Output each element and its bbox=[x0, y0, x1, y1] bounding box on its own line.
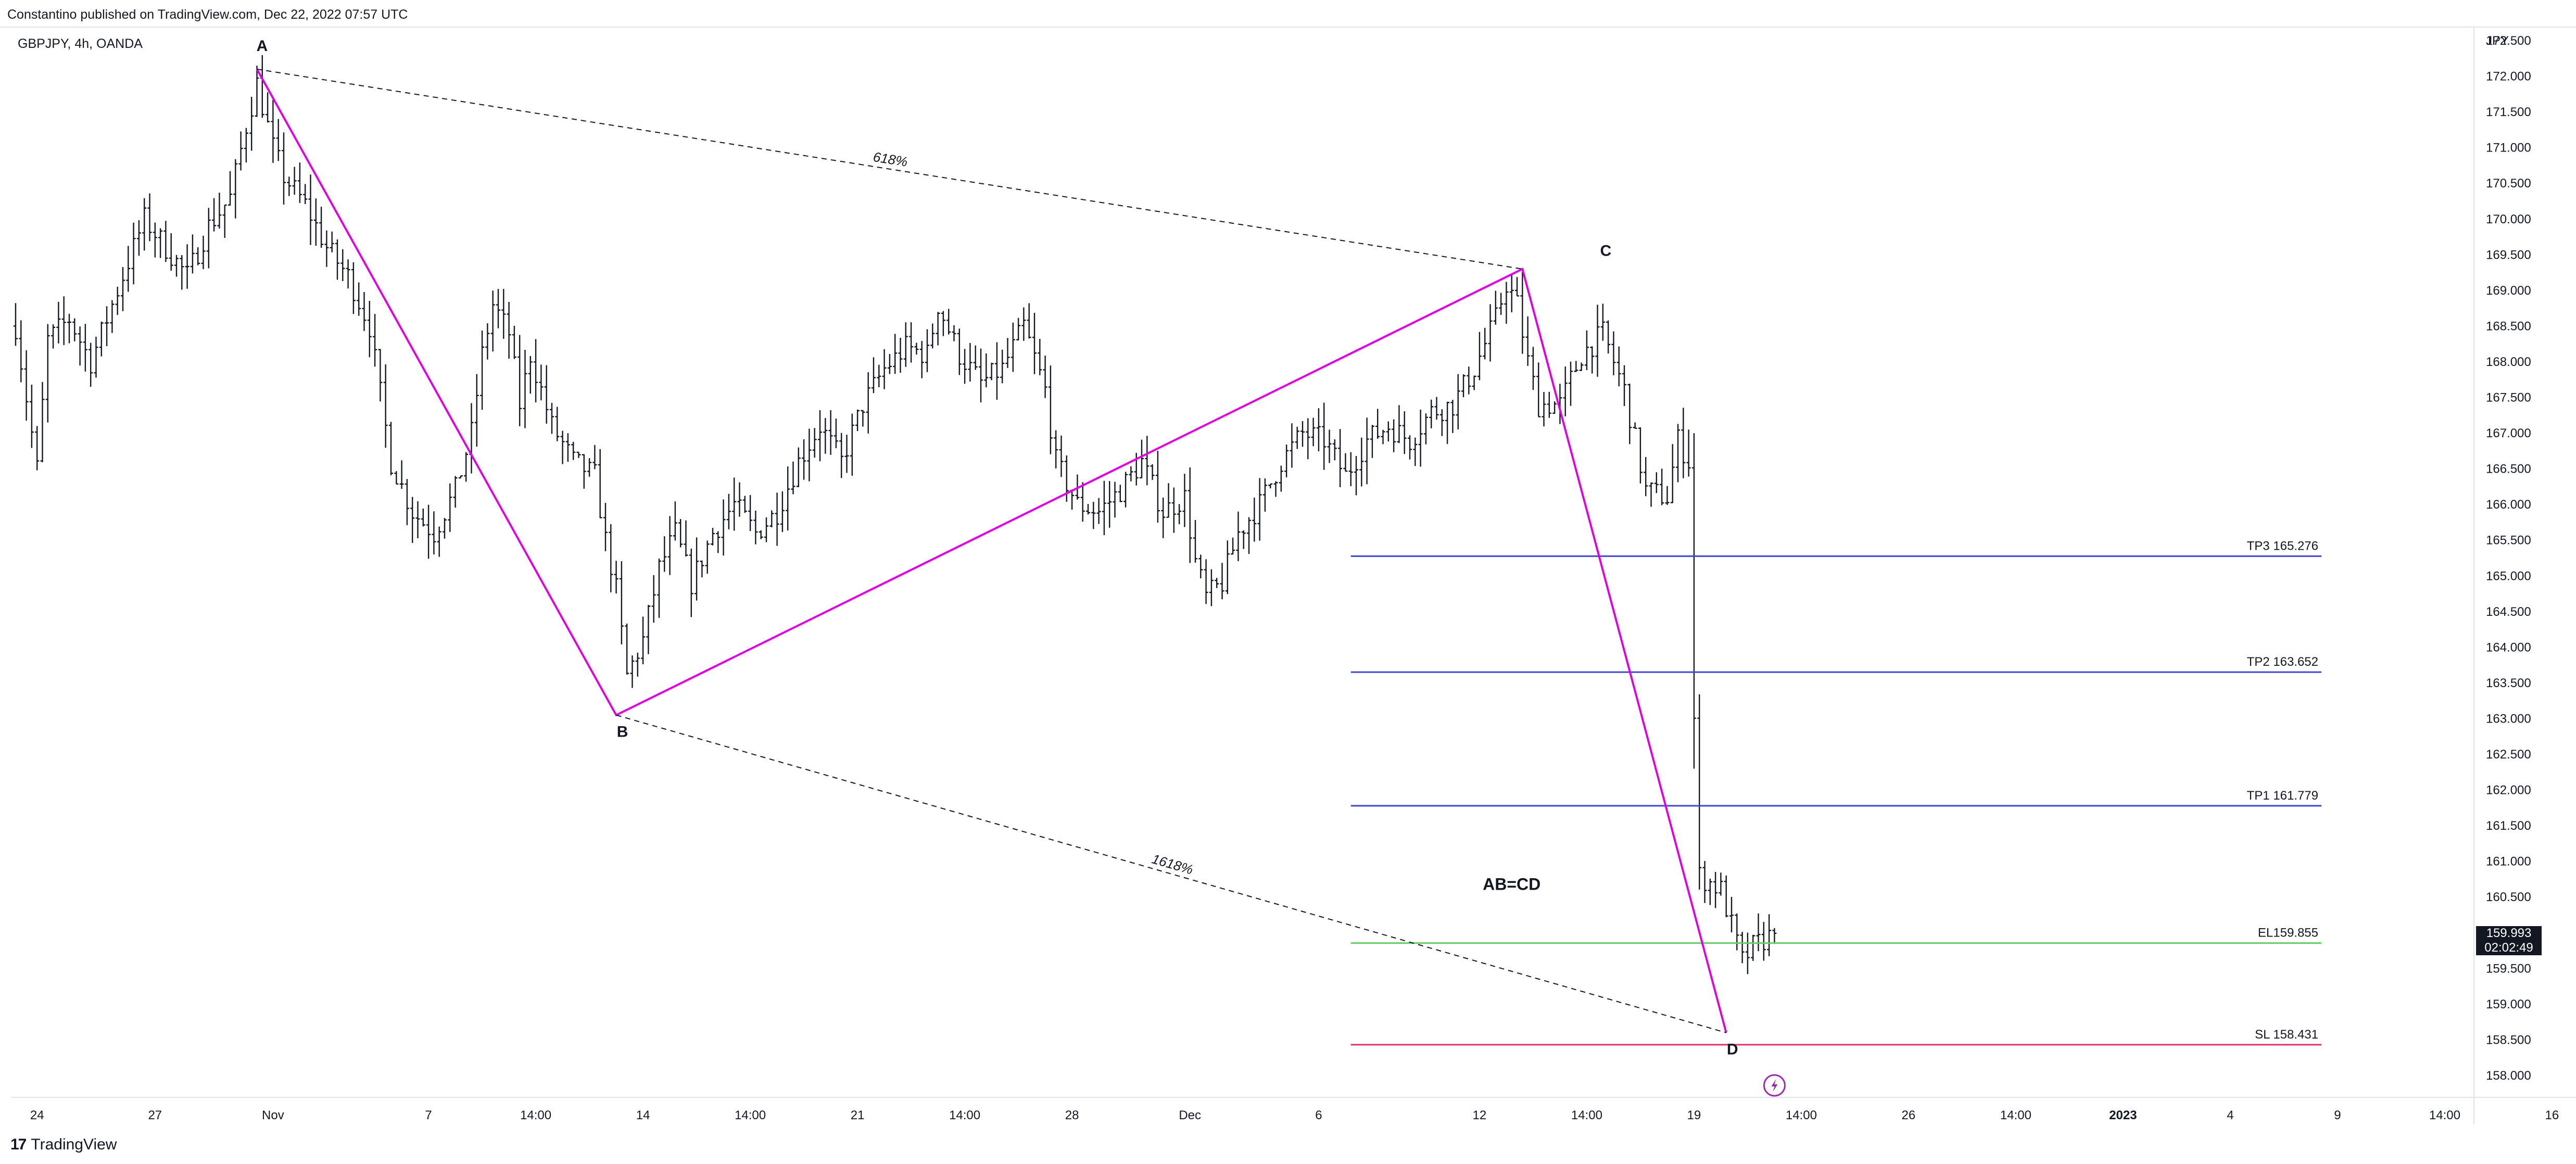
pattern-name-label: AB=CD bbox=[1483, 875, 1540, 894]
price-level-label: SL 158.431 bbox=[2255, 1028, 2318, 1042]
price-level-label: TP2 163.652 bbox=[2247, 655, 2318, 669]
current-price-tag: 159.993 02:02:49 bbox=[2476, 926, 2542, 955]
price-tick-label: 159.500 bbox=[2486, 961, 2531, 976]
point-label-a: A bbox=[257, 37, 268, 55]
current-price-value: 159.993 bbox=[2486, 926, 2532, 940]
time-tick-label: 19 bbox=[1687, 1108, 1701, 1122]
time-tick-label: 2023 bbox=[2109, 1108, 2137, 1122]
publish-info: Constantino published on TradingView.com… bbox=[7, 7, 408, 22]
time-tick-label: 14:00 bbox=[2429, 1108, 2460, 1122]
price-level-label: TP1 161.779 bbox=[2247, 789, 2318, 803]
time-tick-label: 21 bbox=[851, 1108, 865, 1122]
point-label-c: C bbox=[1600, 243, 1611, 260]
time-tick-label: 14 bbox=[636, 1108, 650, 1122]
price-tick-label: 172.000 bbox=[2486, 70, 2531, 84]
price-tick-label: 162.500 bbox=[2486, 748, 2531, 762]
lightning-icon bbox=[1771, 1079, 1778, 1092]
time-tick-label: 14:00 bbox=[949, 1108, 980, 1122]
time-tick-label: 26 bbox=[1902, 1108, 1916, 1122]
price-tick-label: 165.500 bbox=[2486, 534, 2531, 548]
price-axis-unit: JPY bbox=[2486, 34, 2509, 48]
price-tick-label: 164.500 bbox=[2486, 605, 2531, 619]
price-tick-label: 171.500 bbox=[2486, 105, 2531, 119]
price-tick-label: 166.500 bbox=[2486, 462, 2531, 476]
price-tick-label: 160.500 bbox=[2486, 890, 2531, 904]
price-tick-label: 169.000 bbox=[2486, 284, 2531, 298]
tradingview-footer[interactable]: 17 TradingView bbox=[10, 1136, 117, 1154]
price-tick-label: 158.500 bbox=[2486, 1033, 2531, 1047]
time-tick-label: 4 bbox=[2227, 1108, 2233, 1122]
ratio-label: 618% bbox=[872, 149, 908, 170]
point-label-b: B bbox=[617, 724, 628, 741]
price-tick-label: 167.000 bbox=[2486, 426, 2531, 440]
tradingview-logo-icon: 17 bbox=[10, 1136, 27, 1153]
price-level-label: EL159.855 bbox=[2258, 926, 2318, 940]
price-tick-label: 162.000 bbox=[2486, 783, 2531, 798]
price-tick-label: 170.500 bbox=[2486, 176, 2531, 191]
time-tick-label: 16 bbox=[2545, 1108, 2559, 1122]
time-tick-label: 14:00 bbox=[1786, 1108, 1817, 1122]
time-tick-label: 6 bbox=[1315, 1108, 1322, 1122]
bar-countdown: 02:02:49 bbox=[2484, 940, 2533, 955]
time-tick-label: 14:00 bbox=[2000, 1108, 2031, 1122]
price-tick-label: 161.500 bbox=[2486, 819, 2531, 833]
price-tick-label: 167.500 bbox=[2486, 391, 2531, 405]
price-tick-label: 168.000 bbox=[2486, 355, 2531, 369]
ratio-dashed-line bbox=[257, 68, 1523, 270]
time-tick-label: 9 bbox=[2334, 1108, 2341, 1122]
price-tick-label: 163.500 bbox=[2486, 676, 2531, 690]
time-tick-label: 27 bbox=[148, 1108, 162, 1122]
price-tick-label: 159.000 bbox=[2486, 997, 2531, 1011]
ratio-dashed-line bbox=[616, 714, 1726, 1033]
time-tick-label: 7 bbox=[425, 1108, 432, 1122]
point-label-d: D bbox=[1727, 1041, 1738, 1058]
time-tick-label: 28 bbox=[1065, 1108, 1079, 1122]
price-tick-label: 170.000 bbox=[2486, 212, 2531, 226]
price-tick-label: 172.500 bbox=[2486, 34, 2531, 48]
price-tick-label: 168.500 bbox=[2486, 319, 2531, 333]
time-tick-label: Dec bbox=[1179, 1108, 1201, 1122]
price-tick-label: 163.000 bbox=[2486, 712, 2531, 726]
abcd-pattern-line bbox=[256, 68, 1727, 1033]
time-tick-label: 14:00 bbox=[520, 1108, 551, 1122]
price-tick-label: 158.000 bbox=[2486, 1069, 2531, 1083]
time-tick-label: 24 bbox=[30, 1108, 44, 1122]
price-levels: TP3 165.276 TP2 163.652 TP1 161.779 EL159.8… bbox=[1350, 539, 2321, 1046]
time-tick-label: 12 bbox=[1473, 1108, 1487, 1122]
symbol-legend[interactable]: GBPJPY, 4h, OANDA bbox=[18, 36, 143, 51]
price-tick-label: 164.000 bbox=[2486, 640, 2531, 654]
price-level-label: TP3 165.276 bbox=[2247, 539, 2318, 553]
time-tick-label: 14:00 bbox=[735, 1108, 766, 1122]
brand-name: TradingView bbox=[31, 1136, 117, 1153]
time-tick-label: Nov bbox=[262, 1108, 284, 1122]
price-tick-label: 169.500 bbox=[2486, 248, 2531, 262]
time-tick-label: 14:00 bbox=[1571, 1108, 1602, 1122]
time-axis: 24 27 Nov 7 14:00 14 14:00 21 14:00 28 Dec 6 12 14:00… bbox=[0, 27, 2576, 1122]
pattern-labels: A B C D AB=CD bbox=[257, 37, 1786, 1097]
price-tick-label: 166.000 bbox=[2486, 498, 2531, 512]
price-tick-label: 165.000 bbox=[2486, 569, 2531, 583]
price-tick-label: 161.000 bbox=[2486, 855, 2531, 869]
price-tick-label: 171.000 bbox=[2486, 141, 2531, 155]
ohlc-bars bbox=[14, 55, 1777, 975]
ratio-label: 1618% bbox=[1150, 851, 1195, 877]
